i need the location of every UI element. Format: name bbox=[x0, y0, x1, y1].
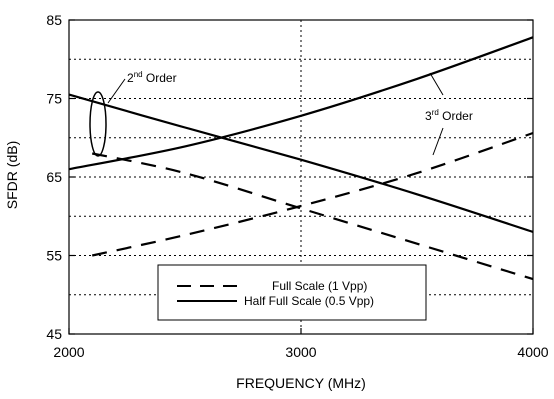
second-order-label: 2nd Order bbox=[127, 70, 177, 85]
y-tick-label-45: 45 bbox=[46, 326, 62, 342]
third-order-base: 3 bbox=[425, 109, 432, 123]
x-tick-label-2000: 2000 bbox=[53, 344, 84, 360]
x-tick-label-4000: 4000 bbox=[517, 344, 548, 360]
x-tick-label-3000: 3000 bbox=[285, 344, 316, 360]
second-order-base: 2 bbox=[127, 71, 134, 85]
third-order-leader-1 bbox=[429, 72, 444, 96]
y-tick-label-75: 75 bbox=[46, 91, 62, 107]
y-tick-label-65: 65 bbox=[46, 169, 62, 185]
y-tick-label-55: 55 bbox=[46, 248, 62, 264]
series-line-half-full-scale-2nd-order bbox=[68, 93, 534, 233]
series-line-full-scale-3rd-order bbox=[91, 131, 534, 257]
second-order-leader bbox=[107, 78, 126, 104]
series-line-full-scale-2nd-order bbox=[91, 152, 534, 281]
legend-box bbox=[157, 264, 427, 321]
series-lines bbox=[68, 36, 534, 281]
x-axis-label: FREQUENCY (MHz) bbox=[236, 375, 366, 391]
second-order-rest: Order bbox=[143, 71, 177, 85]
legend: Full Scale (1 Vpp) Half Full Scale (0.5 … bbox=[157, 264, 427, 321]
third-order-label: 3rd Order bbox=[425, 108, 473, 123]
third-order-leader-2 bbox=[432, 127, 444, 156]
y-axis-label: SFDR (dB) bbox=[4, 141, 20, 209]
second-order-ellipse bbox=[89, 91, 107, 157]
ticks: 45 55 65 75 85 2000 3000 4000 bbox=[46, 12, 548, 360]
second-order-sup: nd bbox=[134, 70, 143, 79]
legend-label-full-scale: Full Scale (1 Vpp) bbox=[272, 279, 367, 293]
legend-label-half-full-scale: Half Full Scale (0.5 Vpp) bbox=[244, 294, 374, 308]
series-line-half-full-scale-3rd-order bbox=[68, 36, 534, 171]
third-order-rest: Order bbox=[439, 109, 473, 123]
y-tick-label-85: 85 bbox=[46, 12, 62, 28]
third-order-sup: rd bbox=[432, 108, 439, 117]
